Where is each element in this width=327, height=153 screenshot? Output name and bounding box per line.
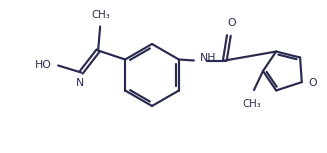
Text: CH₃: CH₃ <box>92 9 111 19</box>
Text: HO: HO <box>35 60 52 69</box>
Text: O: O <box>309 78 318 88</box>
Text: O: O <box>228 17 236 28</box>
Text: CH₃: CH₃ <box>243 99 261 109</box>
Text: N: N <box>76 78 84 88</box>
Text: NH: NH <box>200 52 216 62</box>
